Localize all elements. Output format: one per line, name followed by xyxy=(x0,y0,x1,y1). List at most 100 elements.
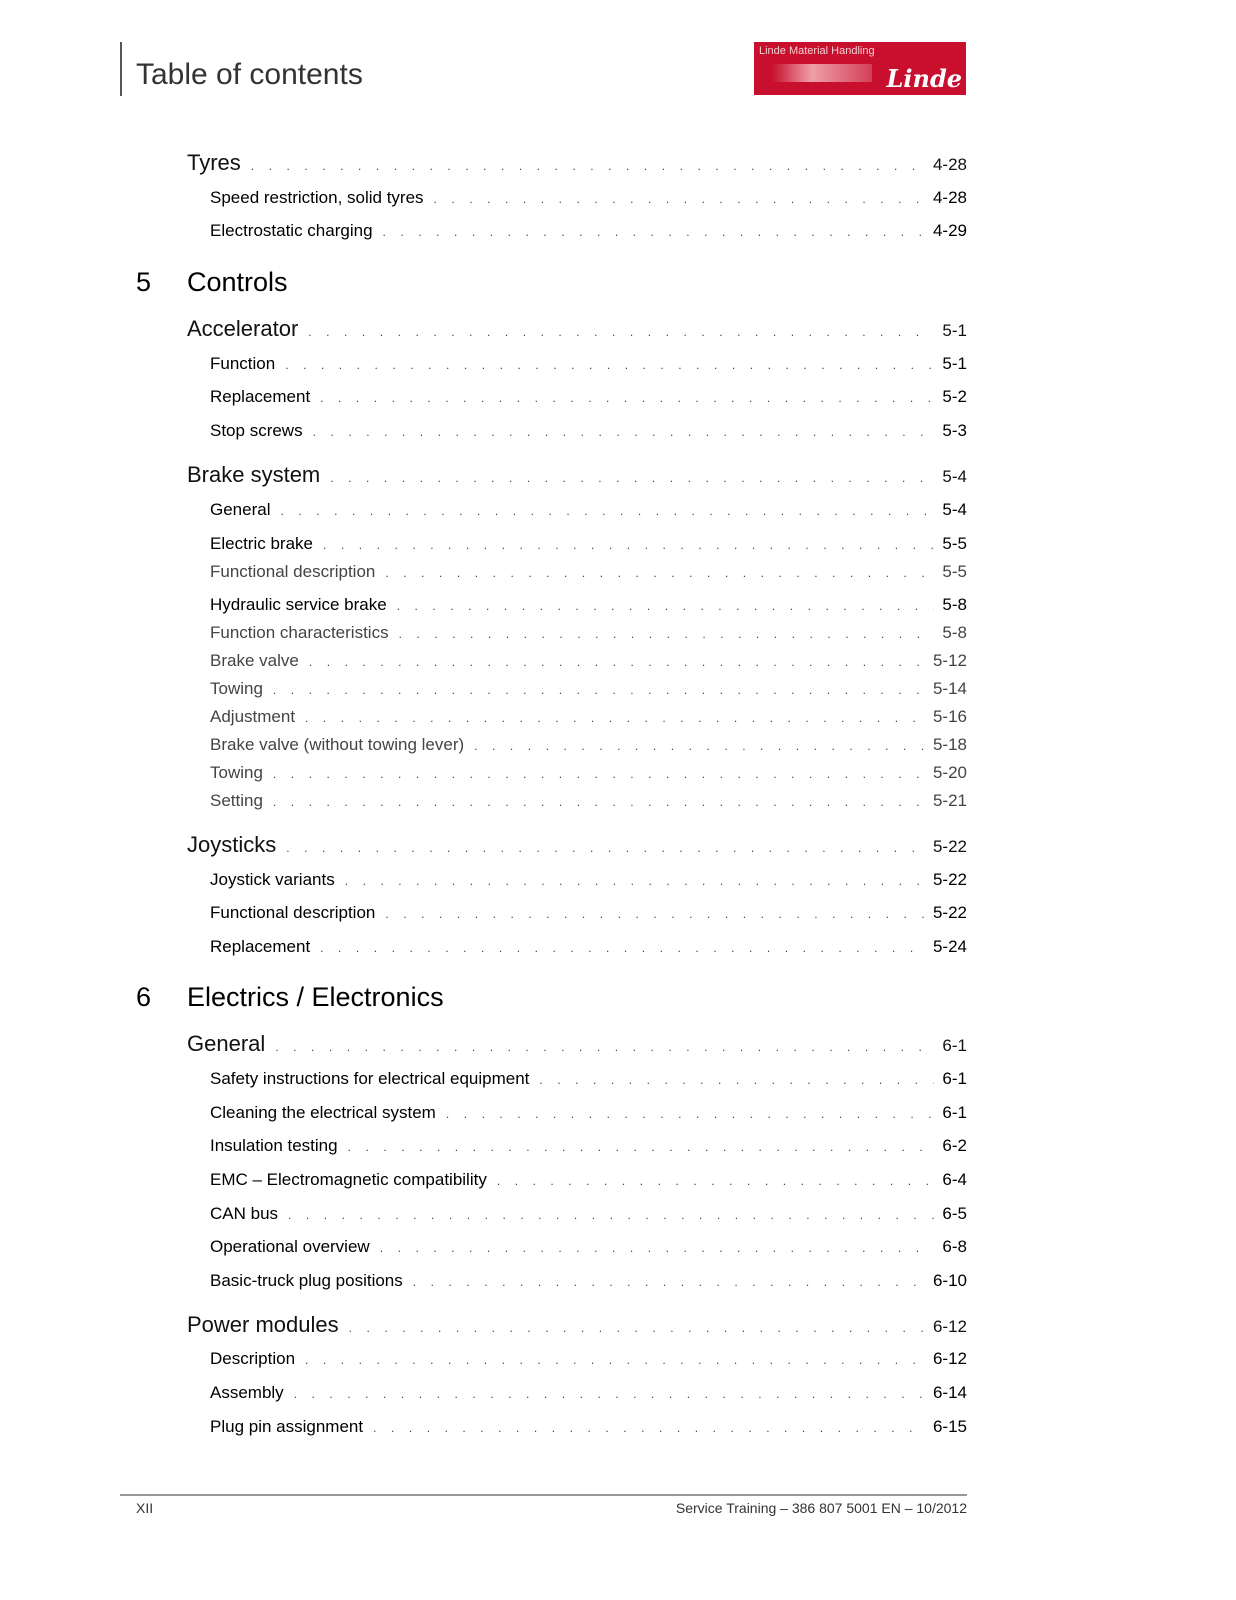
toc-entry-page: 6-5 xyxy=(942,1204,967,1223)
toc-entry-label: Insulation testing xyxy=(210,1136,338,1155)
dot-leader xyxy=(434,192,925,206)
dot-leader xyxy=(320,391,934,405)
chapter-title[interactable]: Electrics / Electronics xyxy=(187,982,444,1012)
toc-entry-label: Replacement xyxy=(210,387,311,406)
toc-entry-page: 6-14 xyxy=(932,1383,967,1402)
toc-entry-page: 5-8 xyxy=(942,595,967,614)
toc-entry[interactable]: Insulation testing 6-2 xyxy=(210,1136,967,1156)
toc-entry-page: 6-1 xyxy=(942,1069,967,1088)
toc-entry-page: 5-22 xyxy=(932,870,967,889)
dot-leader xyxy=(286,841,925,855)
toc-entry[interactable]: Functional description 5-5 xyxy=(210,562,967,582)
toc-entry[interactable]: EMC – Electromagnetic compatibility 6-4 xyxy=(210,1170,967,1190)
toc-entry-label: EMC – Electromagnetic compatibility xyxy=(210,1170,487,1189)
toc-entry[interactable]: Power modules 6-12 xyxy=(187,1312,967,1338)
dot-leader xyxy=(345,874,925,888)
dot-leader xyxy=(308,325,934,339)
dot-leader xyxy=(330,471,934,485)
toc-entry-page: 6-8 xyxy=(942,1237,967,1256)
toc-entry-page: 4-28 xyxy=(932,188,967,207)
toc-entry[interactable]: Stop screws 5-3 xyxy=(210,421,967,441)
toc-entry-page: 6-2 xyxy=(942,1136,967,1155)
dot-leader xyxy=(280,504,934,518)
toc-entry[interactable]: Replacement 5-2 xyxy=(210,387,967,407)
toc-entry-label: Replacement xyxy=(210,937,311,956)
toc-entry[interactable]: Tyres 4-28 xyxy=(187,150,967,176)
dot-leader xyxy=(349,1321,925,1335)
toc-entry[interactable]: Accelerator 5-1 xyxy=(187,316,967,342)
dot-leader xyxy=(497,1174,935,1188)
toc-entry[interactable]: Cleaning the electrical system 6-1 xyxy=(210,1103,967,1123)
toc-entry[interactable]: Hydraulic service brake 5-8 xyxy=(210,595,967,615)
dot-leader xyxy=(383,225,925,239)
toc-entry[interactable]: CAN bus 6-5 xyxy=(210,1204,967,1224)
toc-entry-label: Joystick variants xyxy=(210,870,335,889)
dot-leader xyxy=(320,941,925,955)
toc-entry-page: 6-1 xyxy=(942,1036,967,1055)
dot-leader xyxy=(323,538,934,552)
toc-entry[interactable]: General 6-1 xyxy=(187,1031,967,1057)
header-divider xyxy=(120,42,122,96)
toc-entry[interactable]: Functional description 5-22 xyxy=(210,903,967,923)
toc-entry[interactable]: Brake system 5-4 xyxy=(187,462,967,488)
toc-entry[interactable]: Description 6-12 xyxy=(210,1349,967,1369)
toc-entry[interactable]: Function characteristics 5-8 xyxy=(210,623,967,643)
toc-entry[interactable]: Towing 5-20 xyxy=(210,763,967,783)
dot-leader xyxy=(399,627,935,641)
toc-entry[interactable]: Setting 5-21 xyxy=(210,791,967,811)
toc-entry-page: 5-21 xyxy=(932,791,967,810)
logo-brand: Linde xyxy=(886,64,963,93)
toc-entry[interactable]: Joysticks 5-22 xyxy=(187,832,967,858)
dot-leader xyxy=(305,711,925,725)
toc-entry-label: Towing xyxy=(210,763,263,782)
toc-entry[interactable]: Joystick variants 5-22 xyxy=(210,870,967,890)
linde-logo: Linde Material Handling Linde xyxy=(754,42,966,95)
toc-entry-label: Electric brake xyxy=(210,534,313,553)
toc-entry[interactable]: Operational overview 6-8 xyxy=(210,1237,967,1257)
toc-entry[interactable]: Electric brake 5-5 xyxy=(210,534,967,554)
dot-leader xyxy=(446,1107,935,1121)
toc-entry-page: 6-4 xyxy=(942,1170,967,1189)
toc-entry-label: Brake system xyxy=(187,462,321,487)
dot-leader xyxy=(275,1040,934,1054)
toc-entry-page: 4-28 xyxy=(932,155,967,174)
toc-entry-page: 4-29 xyxy=(932,221,967,240)
dot-leader xyxy=(385,907,925,921)
toc-entry[interactable]: Basic-truck plug positions 6-10 xyxy=(210,1271,967,1291)
toc-entry-label: Function characteristics xyxy=(210,623,389,642)
dot-leader xyxy=(413,1275,925,1289)
toc-entry-label: Joysticks xyxy=(187,832,277,857)
toc-entry-page: 5-20 xyxy=(932,763,967,782)
dot-leader xyxy=(373,1421,925,1435)
dot-leader xyxy=(380,1241,935,1255)
toc-entry-label: Function xyxy=(210,354,276,373)
dot-leader xyxy=(385,566,934,580)
footer-document-id: Service Training – 386 807 5001 EN – 10/… xyxy=(675,1500,967,1516)
toc-entry[interactable]: Electrostatic charging 4-29 xyxy=(210,221,967,241)
toc-entry[interactable]: Adjustment 5-16 xyxy=(210,707,967,727)
toc-entry[interactable]: Speed restriction, solid tyres 4-28 xyxy=(210,188,967,208)
toc-entry-page: 5-4 xyxy=(942,467,967,486)
toc-entry[interactable]: Brake valve 5-12 xyxy=(210,651,967,671)
toc-entry[interactable]: Assembly 6-14 xyxy=(210,1383,967,1403)
toc-entry[interactable]: General 5-4 xyxy=(210,500,967,520)
toc-entry-page: 6-10 xyxy=(932,1271,967,1290)
toc-entry-page: 6-12 xyxy=(932,1349,967,1368)
toc-entry-page: 5-16 xyxy=(932,707,967,726)
toc-entry[interactable]: Replacement 5-24 xyxy=(210,937,967,957)
toc-entry-page: 5-5 xyxy=(942,534,967,553)
toc-entry[interactable]: Plug pin assignment 6-15 xyxy=(210,1417,967,1437)
dot-leader xyxy=(305,1353,925,1367)
toc-entry[interactable]: Function 5-1 xyxy=(210,354,967,374)
chapter-title[interactable]: Controls xyxy=(187,267,288,297)
dot-leader xyxy=(285,358,934,372)
toc-entry-label: Functional description xyxy=(210,562,376,581)
toc-entry[interactable]: Brake valve (without towing lever) 5-18 xyxy=(210,735,967,755)
dot-leader xyxy=(251,159,925,173)
toc-entry-page: 5-1 xyxy=(942,321,967,340)
footer-divider xyxy=(120,1494,967,1496)
toc-entry[interactable]: Safety instructions for electrical equip… xyxy=(210,1069,967,1089)
toc-entry[interactable]: Towing 5-14 xyxy=(210,679,967,699)
toc-entry-page: 5-1 xyxy=(942,354,967,373)
